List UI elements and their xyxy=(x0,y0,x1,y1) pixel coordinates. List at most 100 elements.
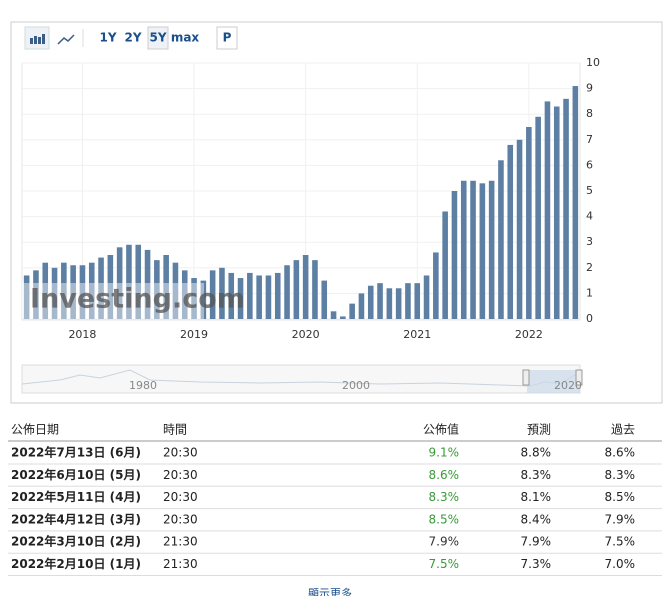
table-cell: 8.8% xyxy=(521,446,552,460)
table-cell: 20:30 xyxy=(163,446,198,460)
bar xyxy=(451,191,458,319)
y-tick-label: 1 xyxy=(586,286,593,299)
bar xyxy=(79,265,86,319)
bar xyxy=(414,283,421,319)
bar xyxy=(42,262,49,319)
bar xyxy=(479,183,486,319)
table-cell: 7.9% xyxy=(429,535,460,549)
bar xyxy=(498,160,504,319)
y-tick-label: 4 xyxy=(586,210,593,223)
table-cell: 7.9% xyxy=(605,512,636,526)
table-cell: 2022年4月12日 (3月) xyxy=(11,511,141,526)
watermark: Investing.com xyxy=(30,284,245,315)
bar xyxy=(51,267,58,319)
table-cell: 9.1% xyxy=(429,446,460,460)
bar xyxy=(163,255,169,319)
range-button[interactable]: 2Y xyxy=(124,31,141,45)
y-tick-label: 7 xyxy=(586,133,593,146)
bar xyxy=(460,180,467,319)
y-tick-label: 5 xyxy=(586,184,593,197)
navigator-handle[interactable] xyxy=(522,369,530,386)
range-button[interactable]: 1Y xyxy=(99,31,116,45)
navigator[interactable] xyxy=(21,364,581,394)
bar xyxy=(358,293,365,319)
bar xyxy=(293,260,300,319)
bar xyxy=(395,288,402,319)
bar xyxy=(302,255,309,319)
show-more[interactable]: 顯示更多 xyxy=(308,586,352,600)
bar xyxy=(284,265,290,319)
table-header: 預測 xyxy=(527,423,551,437)
bar xyxy=(154,260,160,319)
table-cell: 8.1% xyxy=(521,490,552,504)
bar xyxy=(470,180,476,319)
table-cell: 8.6% xyxy=(429,468,460,482)
bar xyxy=(367,285,374,319)
table-cell: 20:30 xyxy=(163,490,198,504)
bar xyxy=(181,270,188,319)
bar xyxy=(563,98,569,319)
range-button[interactable]: 5Y xyxy=(149,31,166,45)
x-tick-label: 2019 xyxy=(180,328,208,341)
bar xyxy=(340,316,346,319)
bar xyxy=(442,211,448,319)
bar xyxy=(107,255,114,319)
bar xyxy=(377,283,383,319)
bar xyxy=(544,101,551,320)
table-header: 公佈日期 xyxy=(11,422,59,437)
navigator-window[interactable] xyxy=(527,370,580,393)
range-button-bg xyxy=(216,26,238,50)
bar-icon xyxy=(30,34,45,44)
bar xyxy=(61,262,67,319)
x-tick-label: 2020 xyxy=(292,328,320,341)
navigator-handle[interactable] xyxy=(575,369,583,386)
bar xyxy=(349,303,355,319)
bar xyxy=(228,272,235,319)
chart-frame xyxy=(10,21,663,404)
table-header: 時間 xyxy=(163,423,187,437)
bar xyxy=(330,311,337,319)
table-cell: 2022年3月10日 (2月) xyxy=(11,534,141,549)
navigator-label: 2000 xyxy=(342,379,370,392)
table-cell: 7.5% xyxy=(429,557,460,571)
bar xyxy=(88,262,95,319)
y-tick-label: 9 xyxy=(586,82,593,95)
bar xyxy=(321,280,328,319)
y-tick-label: 2 xyxy=(586,261,593,274)
table-cell: 21:30 xyxy=(163,535,198,549)
bar xyxy=(265,275,272,319)
table-cell: 21:30 xyxy=(163,557,198,571)
line-chart-button[interactable] xyxy=(57,34,75,45)
range-button[interactable]: max xyxy=(171,31,200,45)
navigator-label: 2020 xyxy=(554,379,582,392)
x-tick-label: 2022 xyxy=(515,328,543,341)
bar xyxy=(116,247,123,319)
bar xyxy=(386,288,393,319)
y-tick-label: 8 xyxy=(586,107,593,120)
bar xyxy=(135,244,142,319)
bar xyxy=(312,260,318,319)
bar xyxy=(274,272,281,319)
table-cell: 20:30 xyxy=(163,468,198,482)
bar xyxy=(23,275,30,319)
table-cell: 7.3% xyxy=(521,557,552,571)
y-tick-label: 0 xyxy=(586,312,593,325)
bar xyxy=(191,278,197,319)
table-cell: 2022年2月10日 (1月) xyxy=(11,556,141,571)
bar xyxy=(572,86,579,319)
bar xyxy=(98,257,104,319)
table-cell: 8.6% xyxy=(605,446,636,460)
bar xyxy=(507,144,514,319)
table-cell: 2022年6月10日 (5月) xyxy=(11,467,141,482)
bar xyxy=(172,262,179,319)
x-tick-label: 2018 xyxy=(68,328,96,341)
watermark-bg xyxy=(22,283,204,319)
bar xyxy=(247,272,253,319)
bar xyxy=(423,275,430,319)
table-header: 過去 xyxy=(611,423,635,437)
bar xyxy=(526,127,532,319)
bar xyxy=(516,139,523,319)
range-button[interactable]: P xyxy=(223,31,232,45)
table-cell: 7.0% xyxy=(605,557,636,571)
